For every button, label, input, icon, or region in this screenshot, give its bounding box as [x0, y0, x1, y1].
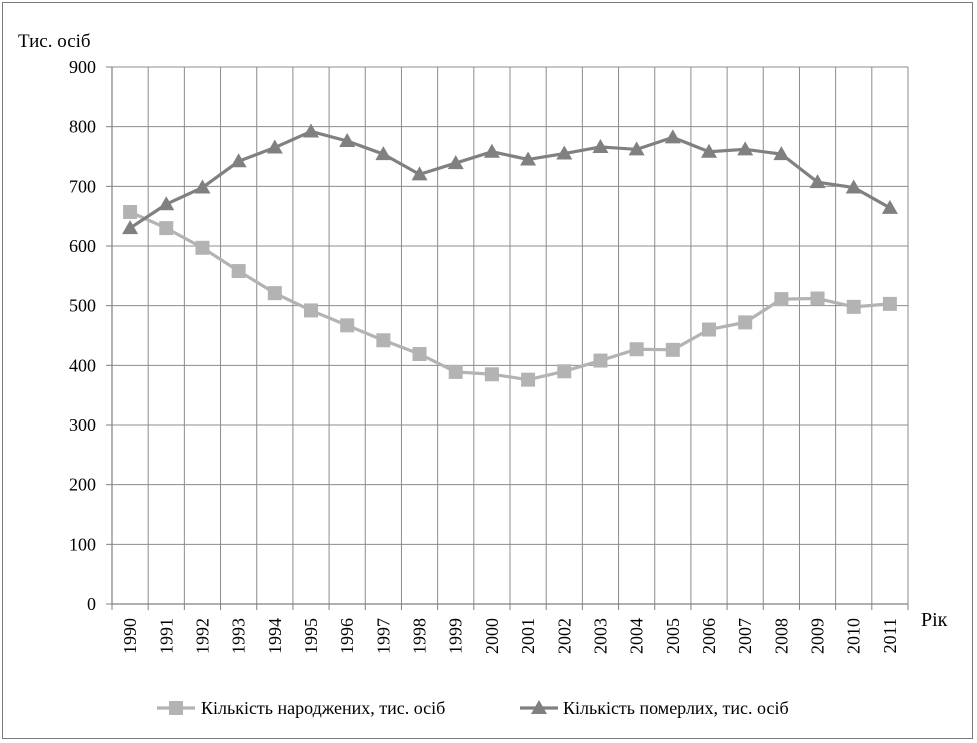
y-tick-label: 600	[69, 236, 96, 256]
y-tick-label: 300	[69, 415, 96, 435]
data-point-square	[593, 353, 608, 368]
data-point-square	[810, 291, 825, 306]
data-point-triangle	[447, 155, 464, 170]
tick-labels: 0 100 200 300 400 500 600 700 800 900 1990 1991 1992…	[69, 57, 900, 654]
y-tick-label: 500	[69, 296, 96, 316]
x-tick-label: 1999	[446, 618, 466, 654]
x-tick-label: 2002	[554, 618, 574, 654]
legend: Кількість народжених, тис. осіб Кількість…	[157, 698, 789, 718]
y-tick-label: 900	[69, 57, 96, 77]
data-point-square	[195, 240, 210, 255]
data-point-triangle	[664, 129, 681, 144]
data-point-square	[267, 286, 282, 301]
data-point-square	[702, 322, 716, 337]
x-tick-label: 1997	[373, 618, 393, 654]
data-point-square	[629, 342, 644, 357]
x-axis-label: Рік	[921, 609, 948, 631]
data-point-square	[665, 342, 680, 357]
x-tick-label: 2000	[482, 618, 502, 654]
x-tick-label: 1991	[156, 618, 176, 654]
data-point-triangle	[556, 145, 573, 160]
data-point-triangle	[520, 151, 537, 166]
legend-item-1: Кількість народжених, тис. осіб	[157, 698, 445, 718]
x-tick-label: 2010	[844, 618, 864, 654]
x-tick-label: 2008	[771, 618, 791, 654]
x-tick-label: 1993	[229, 618, 249, 654]
legend-item-2: Кількість померлих, тис. осіб	[520, 698, 789, 718]
x-tick-label: 2007	[735, 618, 755, 654]
series-1	[123, 204, 897, 387]
x-tick-label: 1996	[337, 618, 357, 654]
y-tick-label: 700	[69, 176, 96, 196]
data-point-square	[774, 292, 789, 307]
x-tick-label: 1992	[192, 618, 212, 654]
y-tick-label: 200	[69, 475, 96, 495]
series-2	[122, 123, 898, 235]
data-point-square	[448, 364, 463, 379]
x-tick-label: 1995	[301, 618, 321, 654]
data-point-triangle	[881, 199, 898, 214]
data-point-triangle	[266, 139, 283, 154]
legend-label: Кількість померлих, тис. осіб	[563, 698, 789, 718]
data-point-square	[159, 221, 174, 236]
data-point-triangle	[230, 153, 247, 168]
data-point-square	[340, 318, 355, 333]
data-point-triangle	[339, 132, 356, 147]
y-axis-label: Тис. осіб	[18, 31, 91, 52]
data-point-triangle	[122, 220, 139, 235]
data-point-triangle	[628, 141, 645, 156]
y-tick-label: 400	[69, 355, 96, 375]
data-point-triangle	[158, 196, 175, 211]
data-point-triangle	[411, 166, 428, 181]
data-point-square	[521, 372, 536, 387]
x-tick-label: 2001	[518, 618, 538, 654]
x-tick-label: 2003	[590, 618, 610, 654]
data-point-triangle	[531, 700, 547, 714]
data-point-square	[882, 296, 897, 311]
axes	[106, 66, 909, 610]
data-point-square	[557, 364, 572, 379]
x-tick-label: 2006	[699, 618, 719, 654]
y-tick-label: 100	[69, 534, 96, 554]
series-line	[129, 210, 891, 382]
data-point-square	[412, 346, 427, 361]
data-point-square	[846, 299, 861, 314]
data-point-square	[231, 264, 246, 279]
data-point-triangle	[303, 123, 319, 138]
series-layer	[122, 123, 898, 387]
y-tick-label: 800	[69, 117, 96, 137]
x-tick-label: 2005	[663, 618, 683, 654]
series-line	[129, 129, 891, 230]
data-point-triangle	[773, 146, 790, 161]
x-tick-label: 2011	[880, 618, 900, 653]
y-tick-label: 0	[87, 594, 96, 614]
x-tick-label: 2004	[627, 618, 647, 654]
data-point-square	[376, 333, 391, 348]
data-point-triangle	[809, 174, 826, 189]
data-point-triangle	[737, 141, 754, 156]
data-point-triangle	[483, 143, 500, 158]
data-point-triangle	[845, 179, 862, 194]
legend-label: Кількість народжених, тис. осіб	[201, 698, 445, 718]
data-point-square	[169, 701, 183, 715]
x-tick-label: 1994	[265, 618, 285, 654]
x-tick-label: 1998	[410, 618, 430, 654]
x-tick-label: 2009	[808, 618, 828, 654]
data-point-triangle	[375, 146, 392, 161]
data-point-triangle	[592, 138, 609, 153]
grid	[111, 66, 909, 605]
x-tick-label: 1990	[120, 618, 140, 654]
data-point-triangle	[194, 179, 211, 194]
data-point-square	[484, 367, 499, 382]
data-point-square	[123, 204, 138, 219]
data-point-triangle	[701, 143, 717, 158]
data-point-square	[738, 315, 753, 330]
data-point-square	[304, 303, 318, 318]
